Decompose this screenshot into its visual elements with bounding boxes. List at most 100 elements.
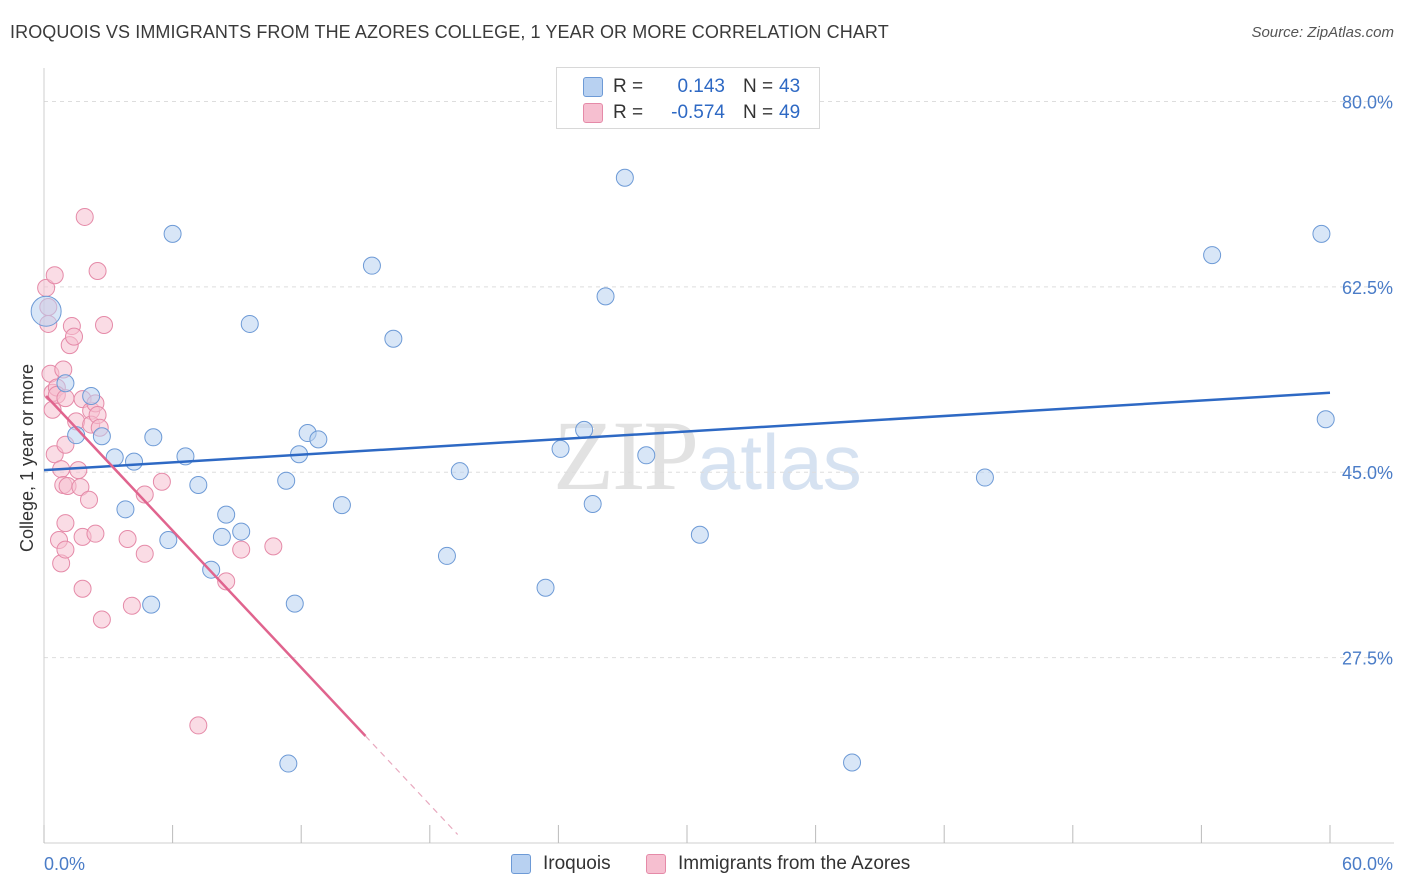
bottom-legend-swatch-iroquois bbox=[511, 854, 531, 874]
iroquois-point bbox=[144, 428, 163, 447]
iroquois-point bbox=[1312, 224, 1331, 243]
legend-n-value: 49 bbox=[779, 102, 801, 123]
x-tick-label: 0.0% bbox=[44, 854, 85, 874]
iroquois-point bbox=[536, 578, 555, 597]
azores-trend-extension bbox=[365, 735, 459, 835]
iroquois-point bbox=[285, 594, 304, 613]
watermark-zip: ZIP bbox=[553, 400, 699, 511]
iroquois-point bbox=[596, 287, 615, 306]
iroquois-point bbox=[279, 754, 298, 773]
iroquois-point bbox=[30, 295, 62, 327]
iroquois-point bbox=[437, 546, 456, 565]
iroquois-point bbox=[142, 595, 161, 614]
azores-point bbox=[92, 610, 111, 629]
azores-point bbox=[75, 207, 94, 226]
y-tick-label: 27.5% bbox=[1342, 649, 1393, 669]
iroquois-point bbox=[277, 471, 296, 490]
legend-n-value: 43 bbox=[779, 76, 801, 97]
legend-row-azores: R = -0.574 N = 49 bbox=[557, 100, 800, 126]
iroquois-point bbox=[309, 430, 328, 449]
azores-point bbox=[73, 579, 92, 598]
azores-point bbox=[122, 596, 141, 615]
legend-r-value: 0.143 bbox=[677, 76, 725, 97]
series-iroquois-points bbox=[30, 168, 1335, 773]
azores-point bbox=[232, 540, 251, 559]
azores-point bbox=[95, 315, 114, 334]
azores-point bbox=[71, 478, 90, 497]
legend-r-label: R = bbox=[613, 76, 644, 97]
azores-point bbox=[217, 572, 236, 591]
legend-swatch-azores bbox=[583, 103, 603, 123]
iroquois-point bbox=[116, 500, 135, 519]
iroquois-point bbox=[212, 527, 231, 546]
correlation-legend: R = 0.143 N = 43 R = -0.574 N = 49 bbox=[556, 67, 820, 129]
iroquois-point bbox=[240, 314, 259, 333]
azores-point bbox=[88, 261, 107, 280]
series-azores-points bbox=[37, 207, 283, 735]
iroquois-point bbox=[450, 462, 469, 481]
iroquois-trend-line bbox=[43, 391, 1331, 472]
y-axis-title: College, 1 year or more bbox=[17, 364, 37, 552]
bottom-legend-label-iroquois: Iroquois bbox=[543, 853, 611, 874]
azores-point bbox=[118, 529, 137, 548]
bottom-legend-iroquois: Iroquois bbox=[511, 852, 611, 876]
azores-point bbox=[80, 490, 99, 509]
iroquois-point bbox=[1203, 246, 1222, 265]
iroquois-point bbox=[232, 522, 251, 541]
azores-trend-line bbox=[45, 395, 367, 737]
iroquois-point bbox=[159, 531, 178, 550]
iroquois-point bbox=[217, 505, 236, 524]
azores-point bbox=[65, 327, 84, 346]
watermark-atlas: atlas bbox=[697, 418, 862, 506]
azores-point bbox=[56, 514, 75, 533]
azores-point bbox=[264, 537, 283, 556]
iroquois-point bbox=[125, 452, 144, 471]
iroquois-point bbox=[637, 446, 656, 465]
iroquois-point bbox=[362, 256, 381, 275]
iroquois-point bbox=[82, 386, 101, 405]
iroquois-point bbox=[551, 439, 570, 458]
bottom-legend-swatch-azores bbox=[646, 854, 666, 874]
iroquois-point bbox=[1316, 410, 1335, 429]
grid-lines bbox=[44, 100, 1394, 659]
azores-point bbox=[189, 716, 208, 735]
legend-n-label: N = bbox=[743, 102, 774, 123]
iroquois-point bbox=[975, 468, 994, 487]
azores-point bbox=[45, 266, 64, 285]
iroquois-point bbox=[189, 475, 208, 494]
y-tick-label: 62.5% bbox=[1342, 278, 1393, 298]
bottom-legend-azores: Immigrants from the Azores bbox=[646, 852, 910, 876]
x-tick-label: 60.0% bbox=[1342, 854, 1393, 874]
source-credit: Source: ZipAtlas.com bbox=[1251, 24, 1394, 41]
axis-labels: 27.5% 45.0% 62.5% 80.0% 0.0% 60.0% College, 1 … bbox=[17, 92, 1393, 874]
y-tick-label: 80.0% bbox=[1342, 92, 1393, 112]
y-tick-label: 45.0% bbox=[1342, 463, 1393, 483]
trend-lines bbox=[43, 391, 1331, 835]
chart-title: IROQUOIS VS IMMIGRANTS FROM THE AZORES C… bbox=[10, 22, 889, 42]
iroquois-point bbox=[332, 496, 351, 515]
legend-row-iroquois: R = 0.143 N = 43 bbox=[557, 74, 800, 100]
axes bbox=[43, 68, 1394, 844]
azores-point bbox=[152, 472, 171, 491]
iroquois-point bbox=[92, 427, 111, 446]
legend-n-label: N = bbox=[743, 76, 774, 97]
iroquois-point bbox=[583, 495, 602, 514]
iroquois-point bbox=[843, 753, 862, 772]
azores-point bbox=[56, 540, 75, 559]
legend-r-label: R = bbox=[613, 102, 644, 123]
iroquois-point bbox=[163, 224, 182, 243]
legend-r-value: -0.574 bbox=[671, 102, 725, 123]
iroquois-point bbox=[575, 420, 594, 439]
azores-point bbox=[135, 544, 154, 563]
bottom-legend-label-azores: Immigrants from the Azores bbox=[678, 853, 911, 874]
azores-point bbox=[86, 524, 105, 543]
azores-point bbox=[69, 461, 88, 480]
iroquois-point bbox=[615, 168, 634, 187]
azores-point bbox=[135, 485, 154, 504]
watermark: ZIPatlas bbox=[553, 398, 862, 513]
legend-swatch-iroquois bbox=[583, 77, 603, 97]
iroquois-point bbox=[384, 329, 403, 348]
iroquois-point bbox=[56, 374, 75, 393]
iroquois-point bbox=[690, 525, 709, 544]
